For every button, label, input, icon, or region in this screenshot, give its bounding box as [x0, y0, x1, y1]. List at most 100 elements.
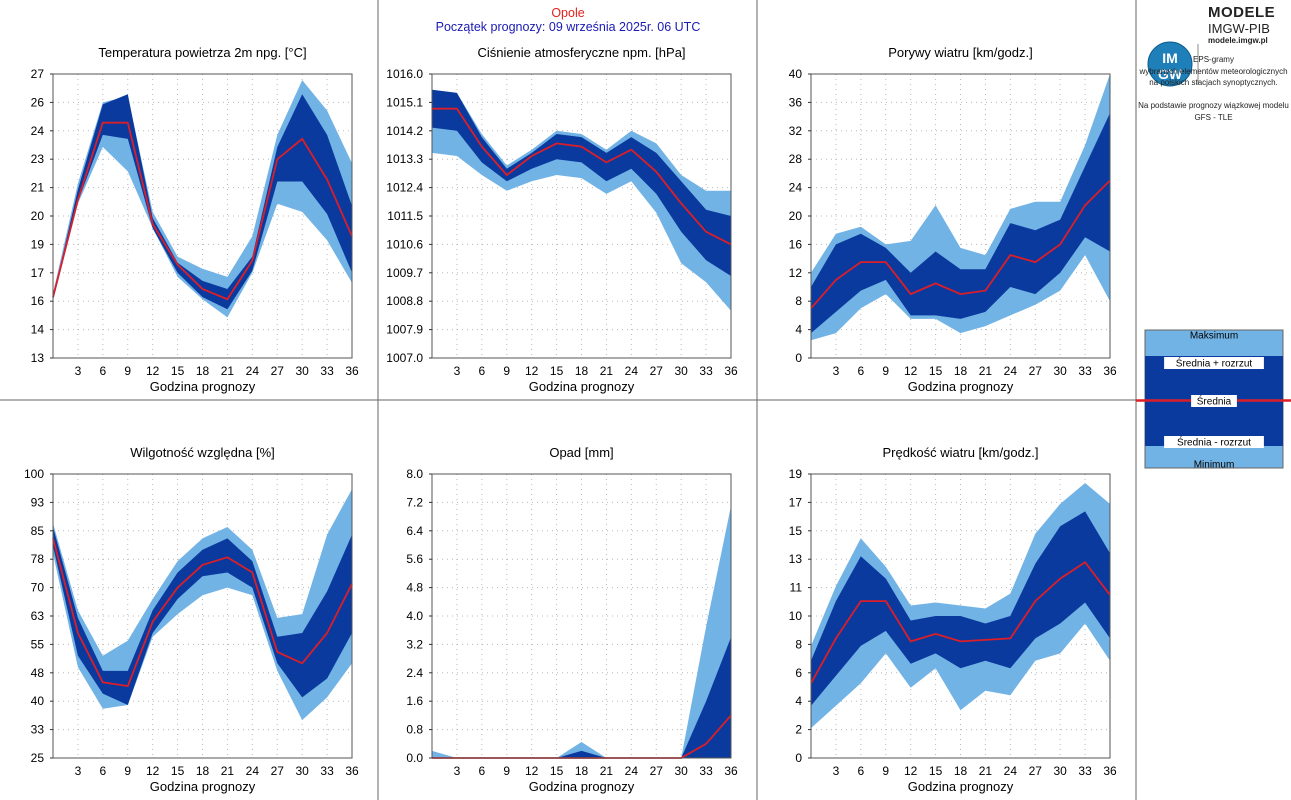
station-name: Opole	[551, 6, 585, 20]
y-tick-label: 6.4	[406, 524, 423, 538]
x-tick-label: 12	[904, 364, 918, 378]
y-tick-label: 1016.0	[386, 67, 423, 81]
y-tick-label: 4.0	[406, 609, 423, 623]
x-tick-label: 18	[954, 364, 968, 378]
x-tick-label: 30	[1053, 364, 1067, 378]
min-max-band	[432, 89, 731, 311]
x-axis-label: Godzina prognozy	[150, 379, 256, 394]
y-tick-label: 20	[31, 209, 45, 223]
x-tick-label: 33	[1078, 764, 1092, 778]
x-tick-label: 3	[454, 764, 461, 778]
x-tick-label: 36	[724, 764, 738, 778]
y-tick-label: 0	[795, 751, 802, 765]
x-tick-label: 27	[1029, 764, 1043, 778]
x-tick-label: 27	[650, 364, 664, 378]
y-tick-label: 8	[795, 637, 802, 651]
x-tick-label: 18	[575, 364, 589, 378]
y-tick-label: 33	[31, 723, 45, 737]
logo-line3: modele.imgw.pl	[1208, 36, 1268, 45]
x-tick-label: 12	[525, 764, 539, 778]
x-axis-label: Godzina prognozy	[529, 379, 635, 394]
x-tick-label: 33	[320, 764, 334, 778]
x-tick-label: 3	[454, 364, 461, 378]
mean-line	[810, 560, 1111, 684]
x-tick-label: 24	[1004, 764, 1018, 778]
chart-title: Porywy wiatru [km/godz.]	[888, 45, 1033, 60]
x-tick-label: 33	[320, 364, 334, 378]
y-tick-label: 7.2	[406, 495, 423, 509]
x-tick-label: 15	[929, 364, 943, 378]
x-tick-label: 21	[979, 764, 993, 778]
y-tick-label: 19	[31, 237, 45, 251]
x-tick-label: 6	[99, 364, 106, 378]
y-tick-label: 2.4	[406, 666, 423, 680]
y-tick-label: 17	[789, 495, 803, 509]
x-tick-label: 6	[857, 364, 864, 378]
x-axis-label: Godzina prognozy	[908, 779, 1014, 794]
description: EPS-gramy wybranych elementów meteorolog…	[1136, 54, 1291, 123]
y-tick-label: 20	[789, 209, 803, 223]
x-tick-label: 18	[196, 764, 210, 778]
x-tick-label: 33	[699, 764, 713, 778]
x-tick-label: 36	[345, 764, 359, 778]
y-tick-label: 14	[31, 323, 45, 337]
imgw-logo: IM GW	[1147, 41, 1199, 87]
y-tick-label: 32	[789, 124, 803, 138]
x-tick-label: 9	[124, 364, 131, 378]
y-tick-label: 78	[31, 552, 45, 566]
desc-line: wybranych elementów meteorologicznych	[1139, 66, 1288, 76]
y-tick-label: 1007.0	[386, 351, 423, 365]
y-tick-label: 11	[790, 581, 803, 595]
y-tick-label: 85	[31, 524, 45, 538]
chart-panel: 0.00.81.62.43.24.04.85.66.47.28.03 6 9 12 15…	[406, 445, 738, 794]
x-tick-label: 15	[550, 364, 564, 378]
x-tick-label: 21	[600, 364, 614, 378]
legend-label-mean_minus: Średnia - rozrzut	[1177, 436, 1251, 449]
x-tick-label: 24	[625, 364, 639, 378]
y-tick-label: 1010.6	[386, 237, 423, 251]
chart-panel: 1007.0 1007.9 1008.8 1009.7 1010.6 1011.5 1012…	[386, 45, 738, 394]
logo-line1: MODELE	[1208, 4, 1276, 21]
x-tick-label: 3	[75, 764, 82, 778]
min-max-band	[432, 506, 731, 758]
mean-line	[52, 121, 353, 301]
x-tick-label: 30	[674, 364, 688, 378]
x-tick-label: 18	[575, 764, 589, 778]
legend-label-min: Minimum	[1194, 460, 1235, 471]
legend-label-bg	[1191, 395, 1237, 407]
x-tick-label: 27	[271, 764, 285, 778]
legend-label-bg	[1164, 436, 1264, 448]
y-tick-label: 25	[31, 751, 45, 765]
plot-frame	[431, 473, 732, 759]
y-tick-label: 21	[31, 181, 45, 195]
y-tick-label: 93	[31, 495, 45, 509]
y-tick-label: 27	[31, 67, 45, 81]
desc-line	[1136, 89, 1291, 101]
x-tick-label: 21	[221, 364, 235, 378]
x-tick-label: 9	[503, 364, 510, 378]
y-tick-label: 19	[789, 467, 803, 481]
legend: Maksimum Średnia + rozrzut Średnia Średnia …	[1136, 329, 1291, 471]
x-tick-label: 3	[833, 364, 840, 378]
min-max-band	[53, 80, 352, 318]
x-tick-label: 36	[724, 364, 738, 378]
y-tick-label: 24	[789, 181, 803, 195]
y-tick-label: 1012.4	[386, 181, 423, 195]
x-tick-label: 27	[1029, 364, 1043, 378]
x-tick-label: 30	[295, 364, 309, 378]
legend-label-max: Maksimum	[1190, 331, 1238, 342]
desc-line: GFS - TLE	[1194, 112, 1233, 122]
y-tick-label: 12	[789, 266, 803, 280]
y-tick-label: 4	[795, 323, 802, 337]
chart-title: Ciśnienie atmosferyczne npm. [hPa]	[477, 45, 685, 60]
y-tick-label: 1013.3	[386, 152, 423, 166]
spread-band	[53, 94, 352, 310]
x-tick-label: 36	[345, 364, 359, 378]
x-tick-label: 33	[1078, 364, 1092, 378]
y-tick-label: 2	[795, 723, 802, 737]
legend-label-mean: Średnia	[1197, 395, 1232, 408]
